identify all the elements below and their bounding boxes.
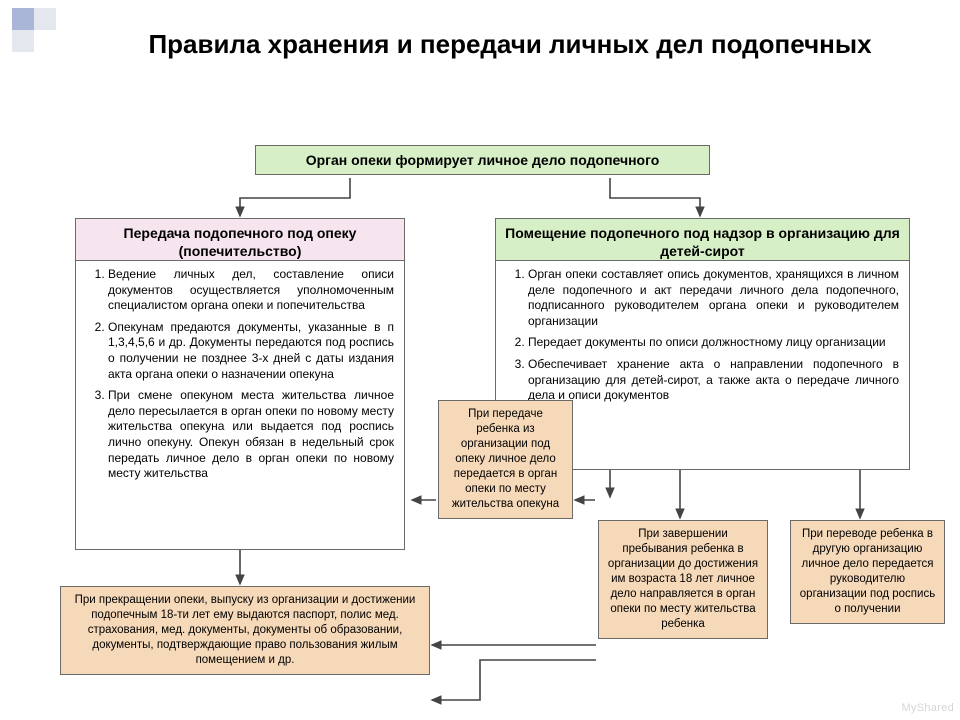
- decor-square: [12, 30, 34, 52]
- bottom-text-3: При завершении пребывания ребенка в орга…: [608, 528, 758, 630]
- bottom-box-4: При переводе ребенка в другую организаци…: [790, 520, 945, 624]
- left-item: Опекунам предаются документы, указанные …: [108, 320, 394, 382]
- decor-square: [12, 8, 34, 30]
- bottom-text-4: При переводе ребенка в другую организаци…: [800, 528, 935, 615]
- page-title: Правила хранения и передачи личных дел п…: [100, 28, 920, 61]
- watermark: MyShared: [901, 702, 954, 714]
- right-header-text: Помещение подопечного под надзор в орган…: [505, 225, 900, 259]
- left-list: Ведение личных дел, составление описи до…: [75, 260, 405, 550]
- top-box: Орган опеки формирует личное дело подопе…: [255, 145, 710, 175]
- right-item: Передает документы по описи должностному…: [528, 335, 899, 351]
- bottom-text-1: При прекращении опеки, выпуску из органи…: [75, 594, 416, 666]
- bottom-text-2: При передаче ребенка из организации под …: [452, 408, 559, 510]
- bottom-box-3: При завершении пребывания ребенка в орга…: [598, 520, 768, 639]
- left-header-text: Передача подопечного под опеку (попечите…: [124, 225, 357, 259]
- left-item: При смене опекуном места жительства личн…: [108, 388, 394, 482]
- bottom-box-1: При прекращении опеки, выпуску из органи…: [60, 586, 430, 675]
- left-item: Ведение личных дел, составление описи до…: [108, 267, 394, 314]
- right-item: Обеспечивает хранение акта о направлении…: [528, 357, 899, 404]
- right-item: Орган опеки составляет опись документов,…: [528, 267, 899, 329]
- bottom-box-2: При передаче ребенка из организации под …: [438, 400, 573, 519]
- top-box-text: Орган опеки формирует личное дело подопе…: [306, 152, 660, 168]
- decor-square: [34, 8, 56, 30]
